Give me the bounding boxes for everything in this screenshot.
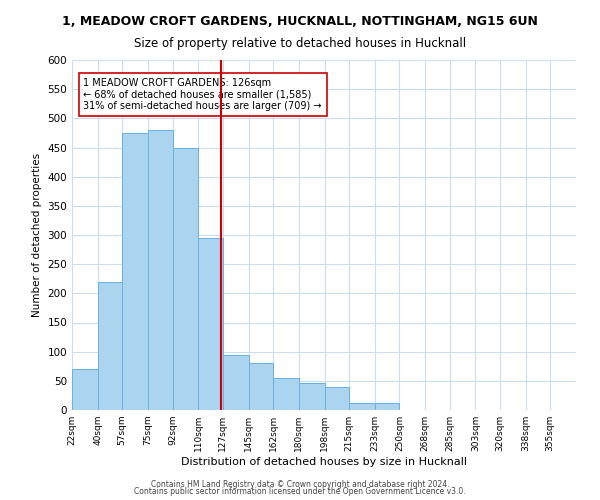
Bar [299, 383, 325, 410]
Text: Contains public sector information licensed under the Open Government Licence v3: Contains public sector information licen… [134, 488, 466, 496]
Bar [122, 133, 148, 410]
Text: 1, MEADOW CROFT GARDENS, HUCKNALL, NOTTINGHAM, NG15 6UN: 1, MEADOW CROFT GARDENS, HUCKNALL, NOTTI… [62, 15, 538, 28]
Bar [273, 378, 299, 410]
Bar [173, 148, 199, 410]
Bar [248, 364, 273, 410]
Text: Contains HM Land Registry data © Crown copyright and database right 2024.: Contains HM Land Registry data © Crown c… [151, 480, 449, 489]
Bar [223, 354, 248, 410]
Bar [325, 386, 349, 410]
X-axis label: Distribution of detached houses by size in Hucknall: Distribution of detached houses by size … [181, 457, 467, 467]
Text: Size of property relative to detached houses in Hucknall: Size of property relative to detached ho… [134, 38, 466, 51]
Bar [375, 403, 400, 410]
Bar [72, 369, 98, 410]
Y-axis label: Number of detached properties: Number of detached properties [32, 153, 42, 317]
Bar [98, 282, 122, 410]
Bar [199, 238, 223, 410]
Bar [349, 403, 375, 410]
Bar [148, 130, 173, 410]
Text: 1 MEADOW CROFT GARDENS: 126sqm
← 68% of detached houses are smaller (1,585)
31% : 1 MEADOW CROFT GARDENS: 126sqm ← 68% of … [83, 78, 322, 110]
